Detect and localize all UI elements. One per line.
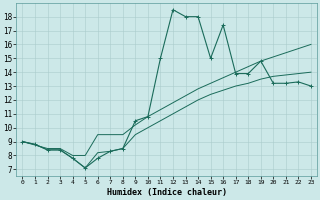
X-axis label: Humidex (Indice chaleur): Humidex (Indice chaleur) <box>107 188 227 197</box>
